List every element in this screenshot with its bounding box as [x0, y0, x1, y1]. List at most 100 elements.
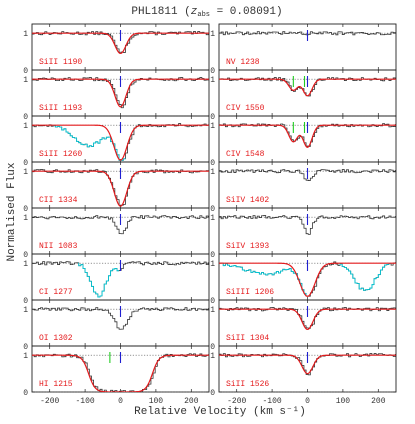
model-fit: [219, 124, 396, 148]
transition-label: NII 1083: [39, 242, 78, 251]
x-tick-label: 0: [305, 397, 310, 406]
panel-plot-area: [32, 168, 209, 207]
model-fit: [219, 78, 396, 97]
title-main: PHL1811 (: [131, 6, 190, 18]
y-tick-label: 0: [210, 297, 215, 306]
title-sub: abs: [197, 11, 210, 19]
blended-spectrum: [222, 263, 392, 297]
y-tick-label: 1: [23, 352, 28, 361]
panel-plot-area: [32, 260, 209, 298]
y-tick-label: 0: [210, 67, 215, 76]
y-tick-label: 1: [23, 122, 28, 131]
y-tick-label: 1: [210, 260, 215, 269]
model-fit: [219, 354, 396, 375]
y-tick-label: 1: [210, 122, 215, 131]
y-tick-label: 0: [210, 205, 215, 214]
transition-label: NV 1238: [226, 58, 260, 67]
x-tick-label: 200: [184, 397, 199, 406]
transition-label: HI 1215: [39, 380, 73, 389]
x-axis-label: Relative Velocity (km s⁻¹): [134, 406, 306, 418]
y-tick-label: 1: [210, 76, 215, 85]
transition-label: SiII 1260: [39, 150, 82, 159]
y-tick-label: 1: [210, 306, 215, 315]
y-tick-label: 0: [23, 205, 28, 214]
transition-label: SiII 1193: [39, 104, 82, 113]
y-tick-label: 0: [23, 251, 28, 260]
panel-plot-area: [219, 214, 396, 235]
panel-nv-1238: 0 1 NV 1238: [210, 23, 397, 76]
x-tick-label: -200: [40, 397, 59, 406]
data-spectrum: [219, 353, 396, 376]
transition-label: SiII 1304: [226, 334, 269, 343]
y-tick-label: 1: [210, 30, 215, 39]
panel-plot-area: [32, 306, 209, 330]
y-tick-label: 0: [23, 389, 28, 398]
x-tick-label: -100: [75, 397, 94, 406]
blended-spectrum: [78, 262, 120, 298]
data-spectrum: [219, 31, 396, 36]
panel-plot-area: [219, 306, 396, 331]
x-tick-label: 100: [149, 397, 164, 406]
y-tick-label: 1: [210, 214, 215, 223]
panel-plot-area: [32, 352, 209, 392]
transition-label: OI 1302: [39, 334, 73, 343]
x-tick-label: 200: [371, 397, 386, 406]
model-fit: [219, 308, 396, 331]
y-tick-label: 1: [23, 214, 28, 223]
panel-siii-1193: 0 1 SiII 1193: [23, 69, 210, 122]
model-fit: [219, 262, 396, 297]
y-tick-label: 1: [23, 30, 28, 39]
data-spectrum: [32, 307, 209, 330]
transition-label: SiIV 1393: [226, 242, 269, 251]
y-tick-label: 0: [210, 113, 215, 122]
panel-plot-area: [219, 352, 396, 376]
transition-label: CI 1277: [39, 288, 73, 297]
transition-label: SiII 1526: [226, 380, 269, 389]
model-fit: [32, 32, 209, 55]
panel-plot-area: [219, 30, 396, 41]
panel-hi-1215: 0 1 HI 1215: [23, 345, 210, 398]
panel-plot-area: [219, 168, 396, 181]
y-tick-label: 0: [23, 159, 28, 168]
transition-label: SiIII 1206: [226, 288, 274, 297]
y-tick-label: 1: [23, 168, 28, 177]
x-tick-label: 100: [336, 397, 351, 406]
y-tick-label: 0: [210, 159, 215, 168]
y-tick-label: 1: [23, 306, 28, 315]
figure-title: PHL1811 (zabs = 0.08091): [131, 6, 282, 19]
panel-plot-area: [32, 122, 209, 161]
y-tick-label: 1: [23, 260, 28, 269]
y-tick-label: 0: [23, 113, 28, 122]
model-fit: [32, 170, 209, 207]
y-tick-label: 1: [23, 76, 28, 85]
panel-siiii-1206: 0 1 SiIII 1206: [210, 253, 397, 306]
y-tick-label: 0: [210, 343, 215, 352]
panel-plot-area: [32, 214, 209, 235]
data-spectrum: [219, 169, 396, 181]
panel-siiv-1393: 01 SiIV 1393: [210, 207, 397, 260]
model-fit: [32, 78, 209, 108]
panel-siii-1190: 0 1 SiII 1190: [23, 23, 210, 76]
transition-label: CIV 1548: [226, 150, 265, 159]
y-tick-label: 0: [210, 389, 215, 398]
x-tick-label: -200: [227, 397, 246, 406]
model-fit: [32, 354, 209, 392]
data-spectrum: [32, 215, 209, 235]
transition-label: CIV 1550: [226, 104, 265, 113]
panel-plot-area: [32, 30, 209, 55]
x-tick-label: -100: [262, 397, 281, 406]
transition-label: CII 1334: [39, 196, 78, 205]
panel-plot-area: [219, 260, 396, 297]
data-spectrum: [32, 261, 209, 298]
y-tick-label: 1: [210, 168, 215, 177]
data-spectrum: [32, 31, 209, 53]
